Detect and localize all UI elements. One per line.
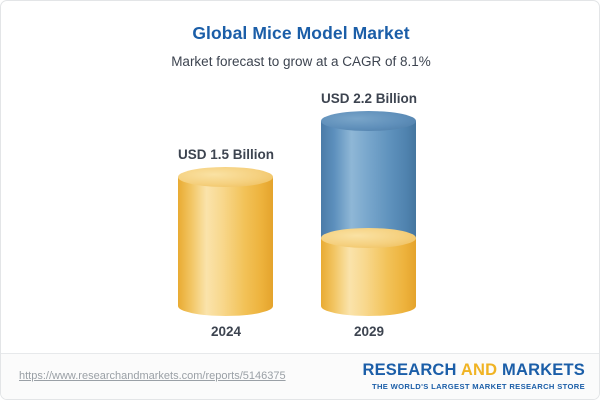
bar-2024[interactable]: USD 1.5 Billion 2024: [178, 147, 274, 339]
report-url-link[interactable]: https://www.researchandmarkets.com/repor…: [19, 370, 286, 382]
logo-tagline: THE WORLD'S LARGEST MARKET RESEARCH STOR…: [371, 382, 585, 391]
cylinder-segment-divider-2029: [321, 228, 416, 248]
bar-value-label-2024: USD 1.5 Billion: [177, 147, 275, 162]
cylinder-2024: [178, 167, 273, 316]
chart-subtitle: Market forecast to grow at a CAGR of 8.1…: [171, 54, 431, 69]
category-label-2029: 2029: [353, 324, 385, 339]
cylinder-body-growth-2029: [321, 121, 416, 238]
page-title: Global Mice Model Market: [192, 23, 410, 43]
cylinder-body-base-2024: [178, 177, 273, 306]
cylinder-foot-2024: [178, 296, 273, 316]
category-label-2024: 2024: [210, 324, 242, 339]
footer: https://www.researchandmarkets.com/repor…: [1, 354, 599, 399]
cylinder-top-cap-2024: [178, 167, 273, 187]
bar-value-label-2029: USD 2.2 Billion: [320, 91, 418, 106]
chart-header: Global Mice Model Market Market forecast…: [1, 1, 599, 69]
logo-wordmark: RESEARCH AND MARKETS: [362, 361, 585, 380]
logo-word-research: RESEARCH: [362, 361, 457, 379]
research-and-markets-logo[interactable]: RESEARCH AND MARKETS THE WORLD'S LARGEST…: [362, 361, 585, 392]
bar-2029[interactable]: USD 2.2 Billion 2029: [321, 91, 417, 339]
chart-plot-area: USD 1.5 Billion 2024 USD 2.2 Billion: [1, 1, 599, 353]
cylinder-foot-2029: [321, 296, 416, 316]
footer-divider: [1, 353, 599, 354]
cylinder-2029: [321, 111, 416, 316]
logo-word-markets: MARKETS: [502, 361, 585, 379]
cylinder-top-cap-2029: [321, 111, 416, 131]
cylinder-body-base-2029: [321, 238, 416, 306]
logo-word-and: AND: [460, 361, 498, 379]
